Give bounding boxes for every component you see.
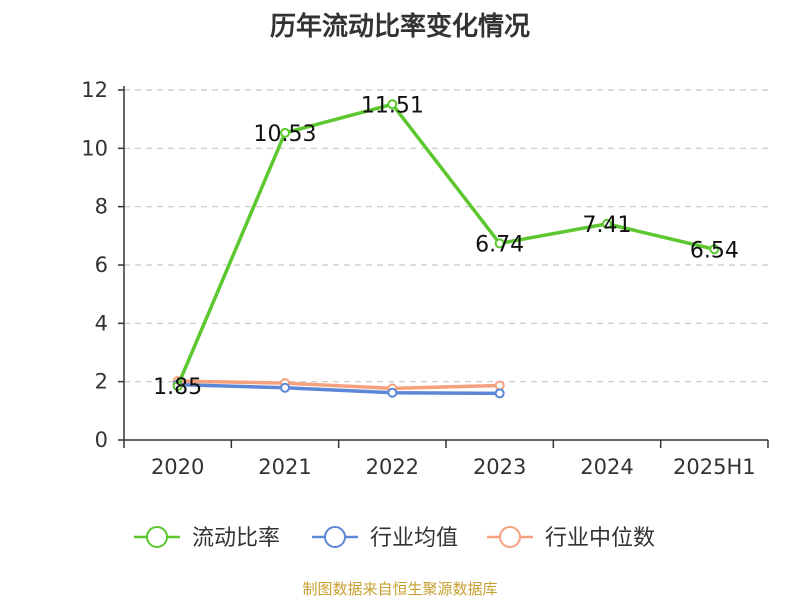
- data-point: [494, 380, 505, 391]
- data-point: [280, 382, 290, 393]
- y-tick-label: 4: [95, 311, 108, 335]
- legend-label: 行业均值: [370, 526, 458, 551]
- legend-label: 流动比率: [192, 526, 280, 551]
- y-tick-label: 6: [95, 253, 108, 277]
- legend-marker: [499, 526, 521, 548]
- data-label: 6.54: [690, 238, 739, 263]
- y-tick-label: 8: [95, 195, 108, 219]
- y-tick-label: 2: [95, 370, 108, 394]
- data-point: [172, 381, 183, 392]
- data-point: [494, 238, 505, 249]
- data-point: [387, 387, 398, 398]
- data-label: 11.51: [361, 93, 424, 118]
- legend-marker: [146, 526, 168, 548]
- axes: 0 2 4 6 8 10 12 2020 2021 2022 2023 2024 2025H1: [81, 78, 769, 479]
- data-labels: 1.85 10.53 11.51 6.74 7.41 6.54: [153, 93, 739, 400]
- y-tick-label: 0: [95, 428, 108, 452]
- source-note: 制图数据来自恒生聚源数据库: [302, 580, 498, 598]
- series-lines: [172, 99, 720, 399]
- chart-title: 历年流动比率变化情况: [269, 12, 530, 42]
- series-line: [175, 382, 502, 396]
- data-point: [602, 218, 612, 229]
- legend-label: 行业中位数: [545, 526, 655, 551]
- x-tick-label: 2024: [580, 455, 633, 479]
- x-tick-label: 2022: [366, 455, 419, 479]
- data-point: [387, 99, 398, 110]
- data-label: 6.74: [475, 232, 524, 257]
- data-label: 10.53: [254, 122, 317, 147]
- data-label: 7.41: [583, 213, 632, 238]
- data-point: [494, 388, 505, 399]
- x-tick-label: 2025H1: [673, 455, 756, 479]
- data-point: [280, 127, 290, 138]
- data-label: 1.85: [153, 375, 202, 400]
- grid-lines: [124, 89, 768, 383]
- legend-marker: [324, 526, 346, 548]
- x-tick-label: 2020: [151, 455, 204, 479]
- y-tick-label: 12: [81, 78, 108, 102]
- data-point: [709, 244, 720, 255]
- legend: 流动比率 行业均值 行业中位数: [134, 526, 655, 551]
- series-line: [175, 102, 717, 388]
- y-tick-label: 10: [81, 136, 108, 160]
- x-tick-label: 2023: [473, 455, 526, 479]
- series-line: [175, 379, 502, 391]
- x-tick-label: 2021: [258, 455, 311, 479]
